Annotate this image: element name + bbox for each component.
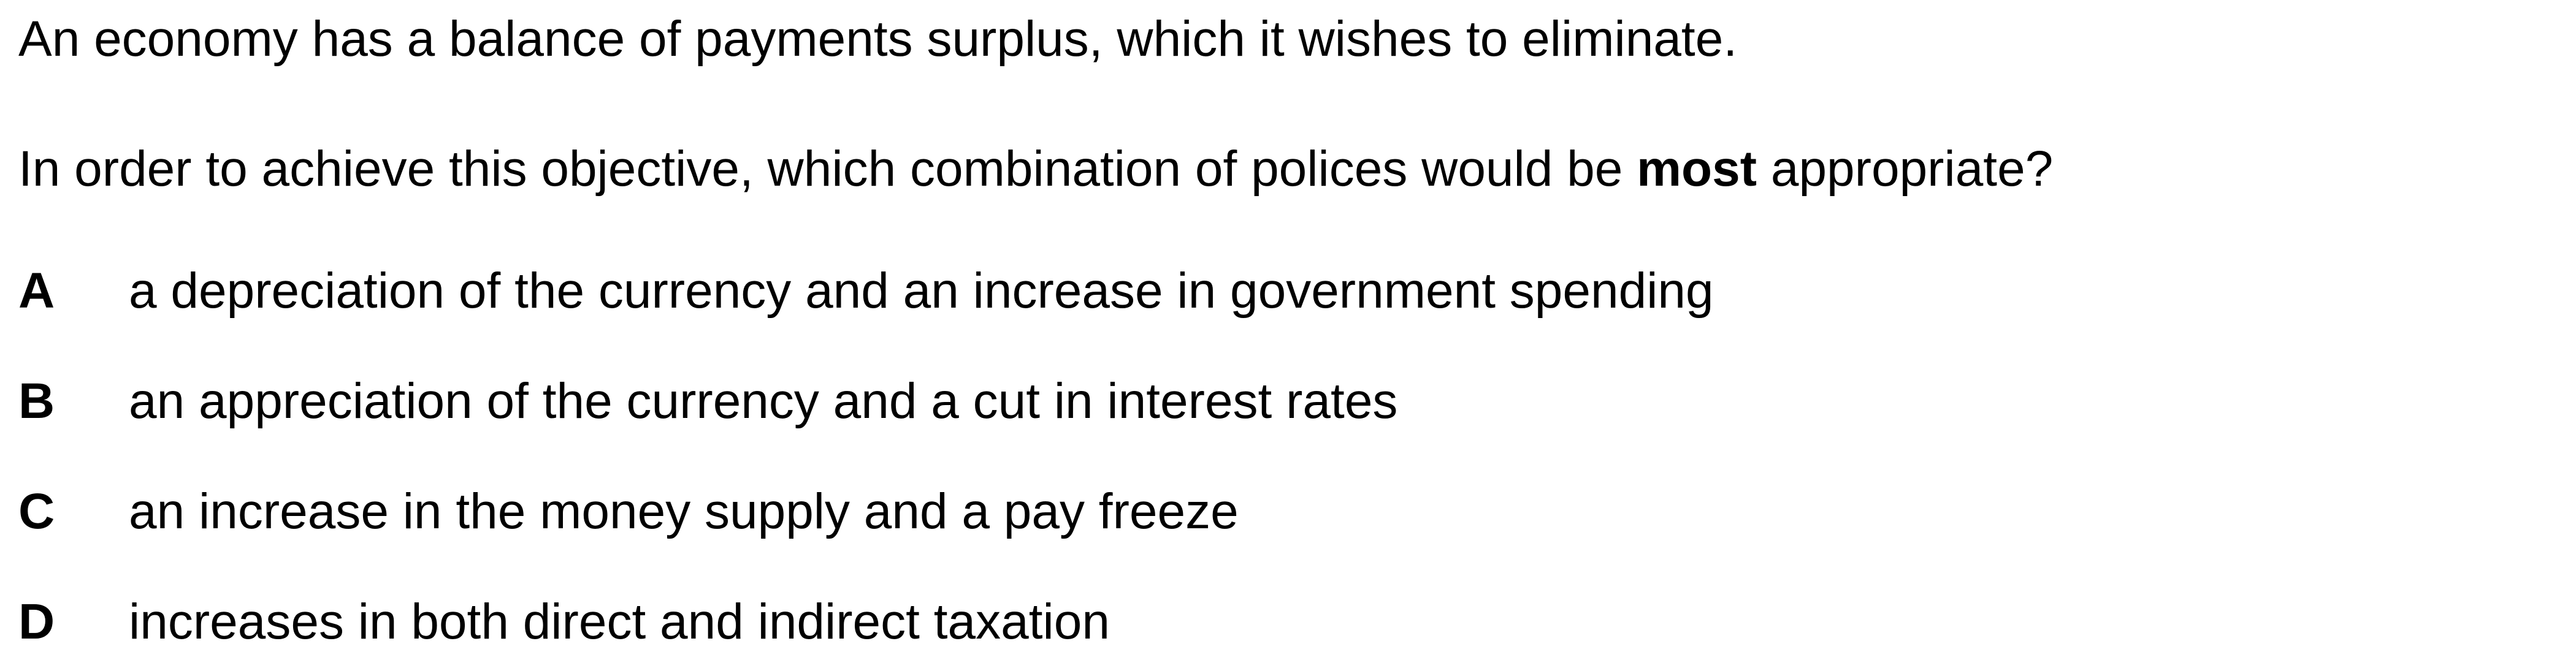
question-prompt-emphasis: most: [1637, 141, 1757, 197]
option-letter: C: [18, 484, 55, 539]
option-letter: D: [18, 594, 55, 650]
question-prompt-start: In order to achieve this objective, whic…: [18, 141, 1637, 197]
option-text: a depreciation of the currency and an in…: [129, 263, 1714, 319]
option-text: an appreciation of the currency and a cu…: [129, 373, 1398, 429]
option-letter: A: [18, 263, 55, 319]
question-prompt-end: appropriate?: [1757, 141, 2054, 197]
option-letter: B: [18, 373, 55, 429]
option-text: an increase in the money supply and a pa…: [129, 484, 1239, 539]
option-text: increases in both direct and indirect ta…: [129, 594, 1110, 650]
question-prompt: In order to achieve this objective, whic…: [18, 138, 2053, 200]
question-stem: An economy has a balance of payments sur…: [18, 11, 1738, 67]
